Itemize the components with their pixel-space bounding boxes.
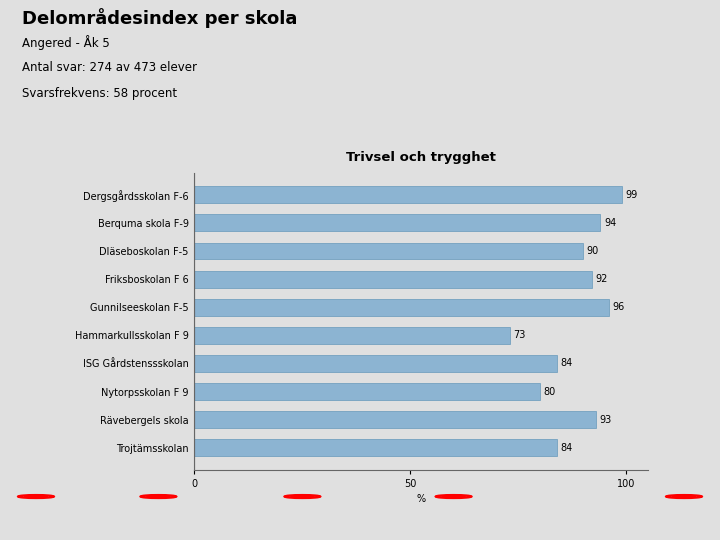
X-axis label: %: % xyxy=(417,495,426,504)
Circle shape xyxy=(298,496,307,497)
Text: 84: 84 xyxy=(561,359,573,368)
Text: 96: 96 xyxy=(613,302,625,312)
Text: 92: 92 xyxy=(595,274,608,284)
Bar xyxy=(194,299,609,316)
Bar xyxy=(194,327,510,344)
Bar xyxy=(194,440,557,456)
Bar xyxy=(194,271,592,287)
Text: 99: 99 xyxy=(626,190,638,200)
Text: 94: 94 xyxy=(604,218,616,228)
Bar xyxy=(194,186,622,203)
Text: Trivsel och trygghet: Trivsel och trygghet xyxy=(346,151,496,164)
Text: Angered - Åk 5: Angered - Åk 5 xyxy=(22,35,109,50)
Text: Delområdesindex per skola: Delområdesindex per skola xyxy=(22,8,297,28)
Bar xyxy=(194,214,600,231)
Bar xyxy=(194,383,540,400)
Circle shape xyxy=(680,496,688,497)
Text: Antal svar: 274 av 473 elever: Antal svar: 274 av 473 elever xyxy=(22,61,197,74)
Text: 80: 80 xyxy=(544,387,556,396)
Text: 90: 90 xyxy=(587,246,599,256)
Text: 73: 73 xyxy=(513,330,526,340)
Text: Svarsfrekvens: 58 procent: Svarsfrekvens: 58 procent xyxy=(22,87,176,100)
Bar xyxy=(194,411,596,428)
Bar xyxy=(194,242,583,259)
Circle shape xyxy=(154,496,163,497)
Text: 84: 84 xyxy=(561,443,573,453)
Circle shape xyxy=(449,496,458,497)
Circle shape xyxy=(32,496,40,497)
Bar xyxy=(194,355,557,372)
Text: 93: 93 xyxy=(600,415,612,425)
